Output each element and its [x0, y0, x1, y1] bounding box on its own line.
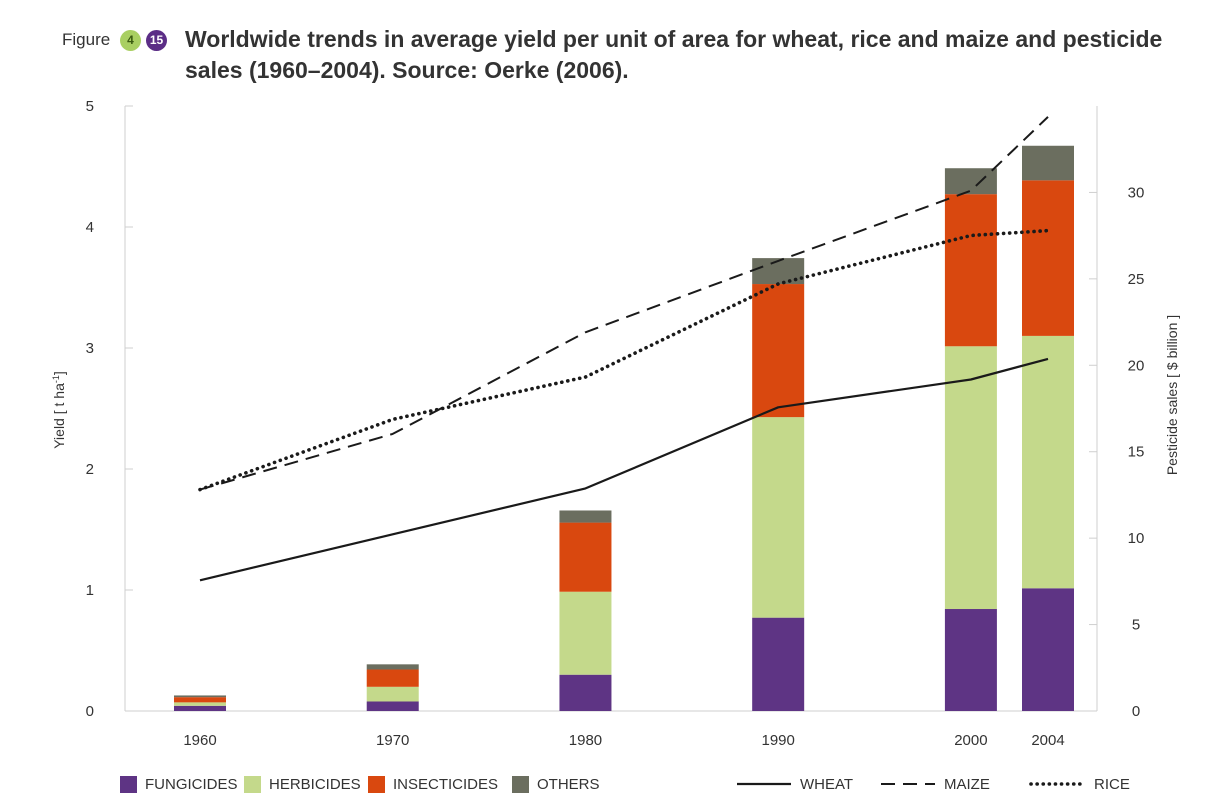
figure-number-badge: 15 [146, 30, 167, 51]
x-tick-label: 1990 [761, 732, 794, 749]
figure-prefix: Figure [62, 30, 111, 49]
bar-herbicides-2004 [1022, 335, 1074, 589]
figure-title: Worldwide trends in average yield per un… [185, 26, 1163, 83]
legend-item-insecticides: INSECTICIDES [368, 773, 498, 795]
left-tick-label: 3 [86, 340, 94, 357]
legend-line-sample [737, 782, 791, 786]
left-axis-title-end: ] [51, 371, 67, 375]
bar-others-2004 [1022, 145, 1074, 181]
bar-fungicides-1990 [752, 617, 805, 711]
bar-insecticides-2000 [944, 194, 997, 347]
left-tick-label: 5 [86, 98, 94, 115]
bar-insecticides-1990 [752, 284, 805, 418]
legend-label: INSECTICIDES [393, 775, 499, 793]
left-tick-label: 2 [86, 461, 94, 478]
legend-item-wheat: WHEAT [734, 773, 853, 795]
right-tick-label: 5 [1132, 617, 1140, 634]
figure-header: Figure 4 15 Worldwide trends in average … [52, 24, 1182, 96]
bar-insecticides-1980 [559, 522, 612, 592]
chart: 0 1 2 3 4 5 0 5 10 15 20 25 30 1960 1970 1980 1990 2000 20… [51, 98, 1180, 749]
legend-label: MAIZE [944, 775, 990, 793]
bar-insecticides-2004 [1022, 180, 1074, 336]
line-rice [198, 228, 1050, 492]
legend-line-sample [881, 783, 935, 785]
left-axis-title-sup: -1 [51, 375, 61, 383]
legend-swatch [512, 775, 529, 793]
bar-herbicides-1960 [174, 702, 226, 706]
right-tick-label: 25 [1128, 271, 1145, 288]
bar-herbicides-1970 [366, 686, 419, 702]
chart-axes: 0 1 2 3 4 5 0 5 10 15 20 25 30 1960 1970 1980 1990 2000 20… [86, 98, 1145, 749]
bar-others-2000 [944, 168, 997, 195]
x-tick-label: 1970 [376, 732, 409, 749]
legend-item-maize: MAIZE [878, 773, 990, 795]
legend-item-others: OTHERS [512, 773, 600, 795]
right-tick-label: 0 [1132, 703, 1140, 720]
legend-label: HERBICIDES [269, 775, 361, 793]
x-tick-label: 1980 [569, 732, 602, 749]
legend: FUNGICIDES HERBICIDES INSECTICIDES OTHERS WH… [120, 773, 1180, 795]
bar-herbicides-1980 [559, 591, 612, 675]
x-tick-label: 2004 [1031, 732, 1064, 749]
right-tick-label: 20 [1128, 357, 1145, 374]
x-tick-label: 1960 [183, 732, 216, 749]
bar-insecticides-1960 [174, 697, 226, 703]
line-series-group [198, 116, 1050, 582]
bar-others-1970 [366, 664, 419, 670]
bar-others-1960 [174, 695, 226, 698]
legend-swatch [244, 775, 261, 793]
left-tick-label: 4 [86, 219, 94, 236]
left-axis-title: Yield [ t ha-1] [51, 371, 67, 449]
left-tick-label: 0 [86, 703, 94, 720]
bar-fungicides-2004 [1022, 588, 1074, 711]
legend-item-herbicides: HERBICIDES [244, 773, 361, 795]
legend-item-fungicides: FUNGICIDES [120, 773, 238, 795]
line-wheat [199, 357, 1049, 582]
legend-swatch [368, 775, 385, 793]
left-axis-title-main: Yield [ t ha [51, 383, 67, 449]
bar-insecticides-1970 [366, 669, 419, 687]
legend-line-sample [1029, 782, 1087, 786]
right-tick-label: 15 [1128, 444, 1145, 461]
left-tick-label: 1 [86, 582, 94, 599]
legend-item-rice: RICE [1028, 773, 1130, 795]
right-tick-label: 30 [1128, 184, 1145, 201]
bar-fungicides-1960 [174, 705, 226, 711]
bar-others-1980 [559, 510, 612, 523]
x-tick-label: 2000 [954, 732, 987, 749]
bar-fungicides-2000 [944, 609, 997, 711]
right-axis-title: Pesticide sales [ $ billion ] [1164, 315, 1180, 475]
chapter-badge: 4 [120, 30, 141, 51]
right-tick-label: 10 [1128, 530, 1145, 547]
legend-swatch [120, 775, 137, 793]
bar-herbicides-2000 [944, 346, 997, 610]
line-maize [199, 116, 1049, 491]
legend-label: RICE [1094, 775, 1130, 793]
bar-herbicides-1990 [752, 417, 805, 618]
legend-label: FUNGICIDES [145, 775, 238, 793]
bar-fungicides-1970 [366, 701, 419, 711]
legend-label: OTHERS [537, 775, 600, 793]
bar-fungicides-1980 [559, 674, 612, 711]
bar-series-group [174, 145, 1074, 711]
legend-label: WHEAT [800, 775, 854, 793]
